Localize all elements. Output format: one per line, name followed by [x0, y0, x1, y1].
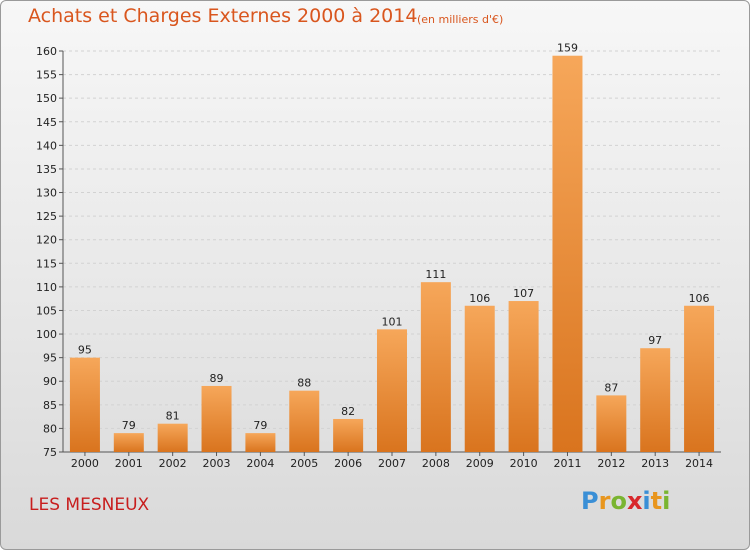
- bar: [333, 418, 364, 452]
- bar: [113, 433, 144, 452]
- x-tick-label: 2012: [597, 457, 625, 470]
- y-tick-label: 150: [36, 92, 57, 105]
- brand-letter: x: [626, 487, 643, 515]
- x-tick-label: 2013: [641, 457, 669, 470]
- y-tick-label: 90: [43, 375, 57, 388]
- x-tick-label: 2000: [71, 457, 99, 470]
- y-tick-label: 130: [36, 187, 57, 200]
- y-tick-label: 85: [43, 399, 57, 412]
- y-tick-label: 75: [43, 446, 57, 459]
- y-tick-label: 155: [36, 69, 57, 82]
- bar: [157, 423, 188, 452]
- brand-letter: r: [598, 487, 611, 515]
- brand-letter: o: [610, 487, 627, 515]
- y-tick-label: 120: [36, 234, 57, 247]
- bar: [201, 385, 232, 452]
- x-tick-label: 2009: [466, 457, 494, 470]
- location-label: LES MESNEUX: [29, 495, 150, 515]
- y-tick-label: 105: [36, 304, 57, 317]
- data-label: 101: [382, 315, 403, 328]
- data-label: 88: [297, 377, 311, 390]
- brand-letter: P: [581, 487, 599, 515]
- data-label: 81: [166, 410, 180, 423]
- x-tick-label: 2010: [510, 457, 538, 470]
- brand-letter: i: [662, 487, 671, 515]
- bar: [684, 305, 715, 452]
- bar: [596, 395, 627, 452]
- data-label: 87: [604, 381, 618, 394]
- brand-letter: t: [650, 487, 663, 515]
- data-label: 159: [557, 42, 578, 55]
- data-label: 106: [689, 292, 710, 305]
- x-tick-label: 2001: [115, 457, 143, 470]
- y-tick-label: 145: [36, 116, 57, 129]
- bar: [69, 357, 100, 452]
- bar: [289, 390, 320, 452]
- y-tick-label: 100: [36, 328, 57, 341]
- y-tick-label: 110: [36, 281, 57, 294]
- x-tick-label: 2003: [203, 457, 231, 470]
- y-tick-label: 135: [36, 163, 57, 176]
- data-label: 111: [425, 268, 446, 281]
- x-tick-label: 2014: [685, 457, 713, 470]
- y-tick-label: 95: [43, 352, 57, 365]
- chart-title: Achats et Charges Externes 2000 à 2014: [28, 5, 418, 27]
- x-tick-label: 2002: [159, 457, 187, 470]
- y-tick-label: 140: [36, 139, 57, 152]
- bar: [552, 55, 583, 452]
- data-label: 79: [122, 419, 136, 432]
- data-label: 82: [341, 405, 355, 418]
- x-tick-label: 2008: [422, 457, 450, 470]
- data-label: 107: [513, 287, 534, 300]
- bar: [420, 282, 451, 452]
- y-tick-label: 115: [36, 257, 57, 270]
- data-label: 97: [648, 334, 662, 347]
- bar: [377, 329, 407, 452]
- data-label: 89: [210, 372, 224, 385]
- brand-letter: i: [642, 487, 651, 515]
- bar: [640, 348, 671, 452]
- bar: [508, 301, 539, 452]
- x-tick-label: 2011: [553, 457, 581, 470]
- data-label: 79: [253, 419, 267, 432]
- x-tick-label: 2006: [334, 457, 362, 470]
- bar: [245, 433, 276, 452]
- data-label: 106: [469, 292, 490, 305]
- x-tick-label: 2007: [378, 457, 406, 470]
- x-tick-label: 2005: [290, 457, 318, 470]
- chart-subtitle: (en milliers d'€): [417, 13, 504, 26]
- bar: [464, 305, 495, 452]
- x-tick-label: 2004: [246, 457, 274, 470]
- y-tick-label: 125: [36, 210, 57, 223]
- y-tick-label: 160: [36, 45, 57, 58]
- data-label: 95: [78, 344, 92, 357]
- proxiti-logo: Proxiti: [581, 487, 670, 515]
- y-tick-label: 80: [43, 422, 57, 435]
